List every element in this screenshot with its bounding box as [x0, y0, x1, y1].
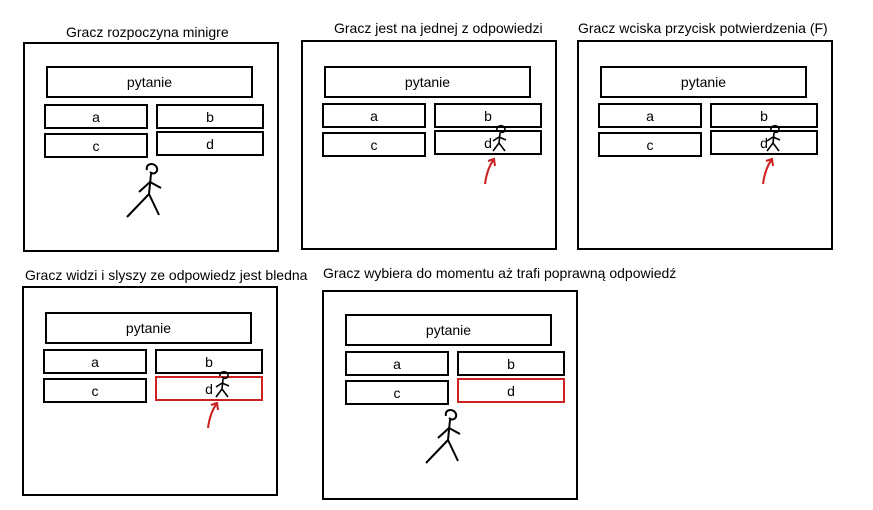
step-caption: Gracz wciska przycisk potwierdzenia (F)	[578, 20, 828, 36]
answer-d-wrong: d	[155, 376, 263, 401]
answer-a: a	[44, 104, 148, 129]
answer-c: c	[345, 380, 449, 405]
question-box: pytanie	[45, 312, 252, 344]
answer-d: d	[434, 130, 542, 155]
step-panel-retry: pytanie a b c d	[322, 290, 578, 500]
answer-d-wrong: d	[457, 378, 565, 403]
pointer-arrow-icon	[207, 401, 219, 429]
answer-d: d	[710, 130, 818, 155]
question-box: pytanie	[600, 66, 807, 98]
question-box: pytanie	[345, 314, 552, 346]
player-small-stick-figure	[766, 124, 781, 152]
question-box: pytanie	[324, 66, 531, 98]
player-small-stick-figure	[492, 124, 507, 152]
step-caption: Gracz widzi i slyszy ze odpowiedz jest b…	[25, 267, 308, 283]
step-panel-confirm: pytanie a b c d	[577, 40, 833, 250]
step-caption: Gracz rozpoczyna minigre	[66, 24, 229, 40]
answer-b: b	[155, 349, 263, 374]
answer-c: c	[43, 378, 147, 403]
answer-d: d	[156, 131, 264, 156]
step-panel-hover: pytanie a b c d	[301, 40, 557, 250]
answer-a: a	[598, 103, 702, 128]
question-box: pytanie	[46, 66, 253, 98]
pointer-arrow-icon	[484, 157, 496, 185]
answer-c: c	[322, 132, 426, 157]
step-caption: Gracz jest na jednej z odpowiedzi	[334, 20, 543, 36]
answer-c: c	[44, 133, 148, 158]
answer-b: b	[710, 103, 818, 128]
player-stick-figure	[126, 163, 162, 218]
answer-a: a	[345, 351, 449, 376]
answer-b: b	[457, 351, 565, 376]
answer-b: b	[434, 103, 542, 128]
answer-b: b	[156, 104, 264, 129]
player-small-stick-figure	[215, 370, 230, 398]
player-stick-figure	[425, 409, 461, 464]
step-caption: Gracz wybiera do momentu aż trafi popraw…	[323, 265, 677, 281]
answer-c: c	[598, 132, 702, 157]
pointer-arrow-icon	[762, 157, 774, 185]
step-panel-wrong: pytanie a b c d	[22, 286, 278, 496]
step-panel-start: pytanie a b c d	[23, 42, 279, 252]
answer-a: a	[43, 349, 147, 374]
answer-a: a	[322, 103, 426, 128]
